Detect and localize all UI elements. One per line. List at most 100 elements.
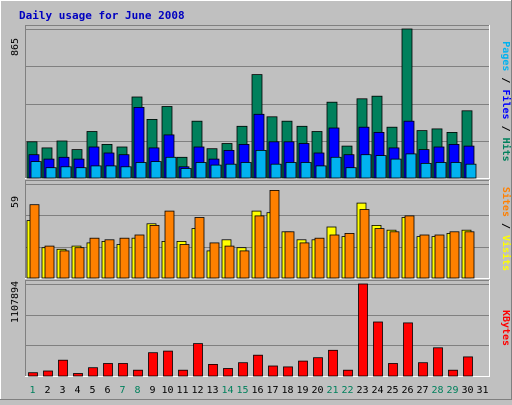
panel-top-legend-item-4: Hits bbox=[500, 138, 512, 162]
bar-mid-sites-day-3-fill bbox=[59, 250, 70, 279]
chart-panels: 865 Pages / Files / Hits 59 Sites / Visits 1… bbox=[10, 25, 512, 377]
bar-bot-kbytes-day-19 bbox=[298, 360, 308, 377]
bar-mid-sites-day-28 bbox=[434, 234, 445, 279]
bar-bot-kbytes-day-5-fill bbox=[88, 367, 98, 377]
bar-bot-kbytes-day-15 bbox=[238, 362, 248, 377]
bar-bot-kbytes-day-16-fill bbox=[253, 354, 263, 377]
bar-top-pages-day-7-fill bbox=[120, 166, 132, 179]
bar-top-pages-day-16 bbox=[255, 149, 267, 179]
bar-bot-kbytes-day-21-fill bbox=[328, 349, 338, 377]
bar-top-pages-day-1-fill bbox=[30, 161, 42, 179]
bar-bot-kbytes-day-22-fill bbox=[343, 369, 353, 377]
bar-mid-sites-day-5-fill bbox=[89, 237, 100, 279]
bar-top-pages-day-22 bbox=[345, 167, 357, 179]
day-label-17: 17 bbox=[266, 385, 278, 396]
bar-mid-sites-day-20 bbox=[314, 237, 325, 279]
bar-top-pages-day-22-fill bbox=[345, 167, 357, 179]
bar-top-pages-day-21-fill bbox=[330, 156, 342, 179]
day-label-8: 8 bbox=[134, 385, 140, 396]
bar-mid-sites-day-15 bbox=[239, 250, 250, 279]
bar-mid-sites-day-7-fill bbox=[119, 237, 130, 279]
panel-top-max-label: 865 bbox=[10, 38, 21, 56]
bar-mid-sites-day-2 bbox=[44, 245, 55, 279]
bar-top-pages-day-24 bbox=[375, 155, 387, 179]
bar-bot-kbytes-day-12 bbox=[193, 343, 203, 377]
bar-bot-kbytes-day-12-fill bbox=[193, 343, 203, 377]
bar-top-pages-day-5 bbox=[90, 165, 102, 179]
day-label-6: 6 bbox=[104, 385, 110, 396]
bar-bot-kbytes-day-23-fill bbox=[358, 283, 368, 377]
bar-top-pages-day-19-fill bbox=[300, 162, 312, 179]
day-label-23: 23 bbox=[356, 385, 368, 396]
panel-top-legend-item-2: Files bbox=[500, 89, 512, 119]
bar-mid-sites-day-22 bbox=[344, 232, 355, 279]
bar-mid-sites-day-15-fill bbox=[239, 250, 250, 279]
day-label-28: 28 bbox=[431, 385, 443, 396]
bar-mid-sites-day-27 bbox=[419, 234, 430, 279]
panel-top-legend: Pages / Files / Hits bbox=[500, 41, 512, 161]
bar-bot-kbytes-day-2 bbox=[43, 370, 53, 377]
day-label-13: 13 bbox=[206, 385, 218, 396]
bar-top-pages-day-28 bbox=[435, 162, 447, 179]
bar-mid-sites-day-26-fill bbox=[404, 215, 415, 279]
bar-bot-kbytes-day-27-fill bbox=[418, 362, 428, 377]
bar-mid-sites-day-24 bbox=[374, 228, 385, 279]
day-label-9: 9 bbox=[149, 385, 155, 396]
bar-bot-kbytes-day-28 bbox=[433, 347, 443, 377]
bar-bot-kbytes-day-4 bbox=[73, 373, 83, 377]
bar-top-pages-day-15 bbox=[240, 162, 252, 179]
bar-top-pages-day-14-fill bbox=[225, 163, 237, 179]
bar-bot-kbytes-day-25 bbox=[388, 363, 398, 377]
panel-top-legend-item-3: / bbox=[500, 120, 511, 138]
bar-top-pages-day-28-fill bbox=[435, 162, 447, 179]
bar-top-pages-day-18 bbox=[285, 162, 297, 179]
bar-mid-sites-day-6 bbox=[104, 239, 115, 279]
bar-top-pages-day-20 bbox=[315, 165, 327, 179]
bar-top-pages-day-23-fill bbox=[360, 154, 372, 179]
bar-bot-kbytes-day-24-fill bbox=[373, 321, 383, 377]
bar-mid-sites-day-21-fill bbox=[329, 234, 340, 279]
day-label-14: 14 bbox=[221, 385, 233, 396]
bar-top-pages-day-25-fill bbox=[390, 158, 402, 179]
bar-top-pages-day-24-fill bbox=[375, 155, 387, 179]
bar-top-pages-day-23 bbox=[360, 154, 372, 179]
bar-mid-sites-day-25-fill bbox=[389, 231, 400, 279]
bar-top-pages-day-11 bbox=[180, 168, 192, 179]
day-label-4: 4 bbox=[74, 385, 80, 396]
bar-top-pages-day-3-fill bbox=[60, 166, 72, 179]
panel-mid-legend-item-1: / bbox=[500, 217, 511, 235]
bar-bot-kbytes-day-23 bbox=[358, 283, 368, 377]
bar-bot-kbytes-day-6-fill bbox=[103, 363, 113, 377]
day-label-21: 21 bbox=[326, 385, 338, 396]
bar-mid-sites-day-17 bbox=[269, 189, 280, 279]
bar-bot-kbytes-day-22 bbox=[343, 369, 353, 377]
bar-mid-sites-day-18-fill bbox=[284, 231, 295, 279]
bar-top-pages-day-4-fill bbox=[75, 167, 87, 179]
bar-mid-sites-day-8-fill bbox=[134, 234, 145, 279]
bar-top-pages-day-17 bbox=[270, 163, 282, 179]
bar-bot-kbytes-day-19-fill bbox=[298, 360, 308, 377]
bar-top-pages-day-30-fill bbox=[465, 163, 477, 179]
bar-mid-sites-day-8 bbox=[134, 234, 145, 279]
bar-top-pages-day-12-fill bbox=[195, 162, 207, 179]
bar-top-pages-day-20-fill bbox=[315, 165, 327, 179]
panel-top-legend-item-1: / bbox=[500, 71, 511, 89]
bar-top-pages-day-26 bbox=[405, 153, 417, 179]
bar-mid-sites-day-18 bbox=[284, 231, 295, 279]
bar-top-pages-day-6 bbox=[105, 165, 117, 179]
bar-bot-kbytes-day-1-fill bbox=[28, 372, 38, 377]
bar-mid-sites-day-6-fill bbox=[104, 239, 115, 279]
day-label-5: 5 bbox=[89, 385, 95, 396]
bar-top-pages-day-25 bbox=[390, 158, 402, 179]
day-label-15: 15 bbox=[236, 385, 248, 396]
panel-mid-legend: Sites / Visits bbox=[500, 187, 512, 271]
bar-mid-sites-day-11 bbox=[179, 244, 190, 279]
bar-top-pages-day-8-fill bbox=[135, 162, 147, 179]
bar-mid-sites-day-19 bbox=[299, 242, 310, 279]
day-label-7: 7 bbox=[119, 385, 125, 396]
bar-bot-kbytes-day-26-fill bbox=[403, 322, 413, 377]
bar-top-pages-day-2 bbox=[45, 167, 57, 179]
bar-bot-kbytes-day-15-fill bbox=[238, 362, 248, 377]
bar-top-pages-day-2-fill bbox=[45, 167, 57, 179]
bar-bot-kbytes-day-3-fill bbox=[58, 359, 68, 377]
